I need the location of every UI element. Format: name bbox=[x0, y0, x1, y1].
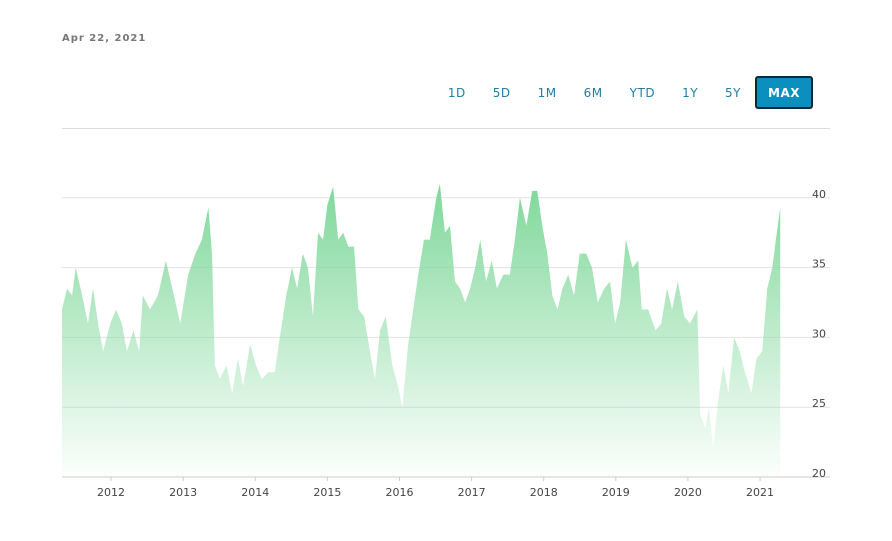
range-buttons: 1D 5D 1M 6M YTD 1Y 5Y MAX bbox=[434, 76, 813, 109]
range-button[interactable]: 1M bbox=[525, 76, 570, 109]
y-tick-label: 25 bbox=[812, 397, 826, 410]
x-tick-label: 2015 bbox=[313, 486, 341, 499]
x-tick-label: 2018 bbox=[530, 486, 558, 499]
y-tick-label: 35 bbox=[812, 258, 826, 271]
date-label: Apr 22, 2021 bbox=[62, 33, 147, 44]
x-tick-label: 2019 bbox=[602, 486, 630, 499]
x-tick-label: 2016 bbox=[385, 486, 413, 499]
x-tick-label: 2013 bbox=[169, 486, 197, 499]
range-button[interactable]: 5D bbox=[480, 76, 524, 109]
x-tick-label: 2017 bbox=[458, 486, 486, 499]
y-tick-label: 40 bbox=[812, 188, 826, 201]
range-button[interactable]: MAX bbox=[755, 76, 813, 109]
range-button[interactable]: 1Y bbox=[669, 76, 711, 109]
area bbox=[62, 183, 781, 477]
range-button[interactable]: 6M bbox=[571, 76, 616, 109]
x-tick-label: 2012 bbox=[97, 486, 125, 499]
x-tick-label: 2014 bbox=[241, 486, 269, 499]
x-tick-label: 2020 bbox=[674, 486, 702, 499]
y-tick-label: 30 bbox=[812, 327, 826, 340]
range-button[interactable]: 5Y bbox=[712, 76, 754, 109]
range-button[interactable]: 1D bbox=[435, 76, 479, 109]
x-tick-label: 2021 bbox=[746, 486, 774, 499]
y-tick-label: 20 bbox=[812, 467, 826, 480]
range-button[interactable]: YTD bbox=[617, 76, 668, 109]
